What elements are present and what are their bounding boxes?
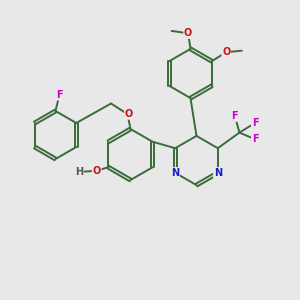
Text: O: O (93, 166, 101, 176)
Text: F: F (56, 90, 62, 100)
Text: F: F (252, 118, 258, 128)
Text: O: O (184, 28, 192, 38)
Text: H: H (75, 167, 83, 177)
Text: N: N (171, 168, 179, 178)
Text: F: F (232, 111, 238, 121)
Text: N: N (214, 168, 222, 178)
Text: O: O (125, 109, 133, 119)
Text: O: O (222, 47, 230, 57)
Text: F: F (252, 134, 258, 144)
